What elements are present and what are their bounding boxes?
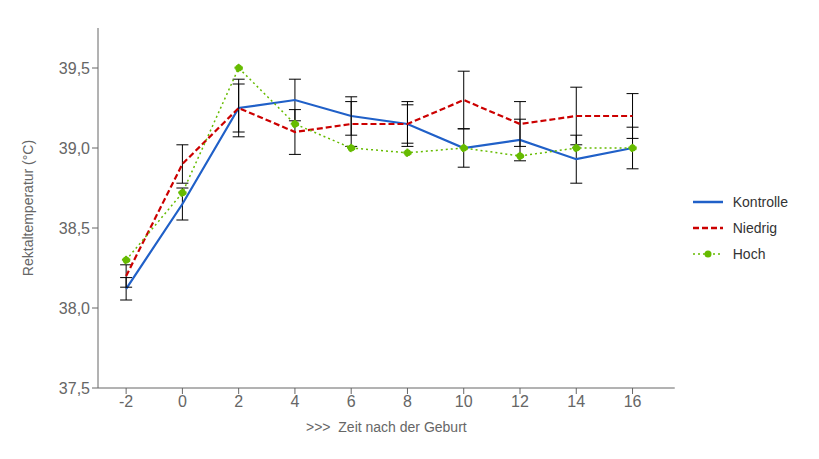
svg-text:6: 6 xyxy=(347,393,356,410)
svg-text:38,0: 38,0 xyxy=(59,300,90,317)
html-text:Hoch: Hoch xyxy=(732,246,766,262)
html-text:Kontrolle: Kontrolle xyxy=(732,194,788,210)
svg-text:39,5: 39,5 xyxy=(59,60,90,77)
svg-text:8: 8 xyxy=(403,393,412,410)
svg-text:>>> Zeit nach der Geburt: >>> Zeit nach der Geburt xyxy=(306,419,467,435)
svg-text:14: 14 xyxy=(567,393,585,410)
svg-text:2: 2 xyxy=(234,393,243,410)
svg-text:12: 12 xyxy=(511,393,529,410)
svg-text:Rektaltemperatur (°C): Rektaltemperatur (°C) xyxy=(20,140,36,276)
svg-text:-2: -2 xyxy=(119,393,133,410)
svg-text:37,5: 37,5 xyxy=(59,380,90,397)
svg-text:16: 16 xyxy=(624,393,642,410)
svg-text:0: 0 xyxy=(178,393,187,410)
svg-text:10: 10 xyxy=(455,393,473,410)
svg-text:4: 4 xyxy=(290,393,299,410)
html-text:Niedrig: Niedrig xyxy=(732,220,778,236)
svg-text:38,5: 38,5 xyxy=(59,220,90,237)
svg-text:39,0: 39,0 xyxy=(59,140,90,157)
